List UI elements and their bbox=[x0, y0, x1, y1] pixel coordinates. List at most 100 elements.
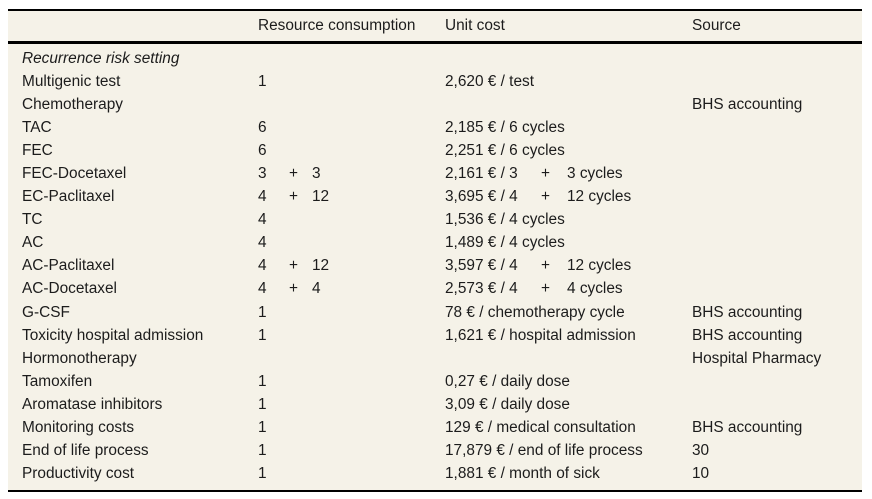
unit-cost-cell: 129 € / medical consultation bbox=[445, 419, 692, 437]
item-name: Monitoring costs bbox=[22, 419, 135, 437]
table-row: Multigenic test 1 2,620 € / test bbox=[8, 70, 862, 93]
unit-cost-cell: 17,879 € / end of life process bbox=[445, 442, 692, 460]
unit-cost-cell: 2,620 € / test bbox=[445, 73, 692, 91]
source-cell: BHS accounting bbox=[692, 95, 803, 113]
item-name: Chemotherapy bbox=[22, 95, 123, 113]
table-row: FEC 6 2,251 € / 6 cycles bbox=[8, 139, 862, 162]
unit-cost-value: 1,489 € / 4 cycles bbox=[445, 234, 565, 252]
item-name: TC bbox=[22, 211, 43, 229]
resource-value-2: 12 bbox=[312, 257, 330, 275]
unit-cost-cell: 3,597 € / 4 + 12 cycles bbox=[445, 257, 692, 275]
resource-plus-sign bbox=[289, 211, 312, 229]
table-row: AC-Paclitaxel 4 + 12 3,597 € / 4 + 12 cy… bbox=[8, 255, 862, 278]
resource-value-1: 4 bbox=[258, 188, 267, 206]
cost-resource-table: Resource consumption Unit cost Source Re… bbox=[8, 9, 862, 492]
unit-cost-value: 78 € / chemotherapy cycle bbox=[445, 303, 625, 321]
table-row: EC-Paclitaxel 4 + 12 3,695 € / 4 + 12 cy… bbox=[8, 186, 862, 209]
resource-consumption-cell: 4 + 12 bbox=[258, 257, 445, 275]
resource-plus-sign bbox=[289, 396, 312, 414]
resource-value-1: 1 bbox=[258, 419, 267, 437]
resource-value-1: 6 bbox=[258, 141, 267, 159]
table-header-row: Resource consumption Unit cost Source bbox=[8, 11, 862, 44]
item-name: AC-Docetaxel bbox=[22, 280, 117, 298]
resource-consumption-cell: 1 bbox=[258, 396, 445, 414]
unit-cost-cell: 1,881 € / month of sick bbox=[445, 465, 692, 483]
resource-consumption-cell: 4 + 4 bbox=[258, 280, 445, 298]
resource-value-1: 6 bbox=[258, 118, 267, 136]
resource-value-2 bbox=[312, 119, 445, 137]
header-unit-cost: Unit cost bbox=[445, 17, 505, 34]
table-row: Toxicity hospital admission 1 1,621 € / … bbox=[8, 324, 862, 347]
unit-cost-cell: 2,161 € / 3 + 3 cycles bbox=[445, 165, 692, 183]
resource-consumption-cell: 1 bbox=[258, 419, 445, 437]
source-cell: BHS accounting bbox=[692, 303, 803, 321]
item-name: Hormonotherapy bbox=[22, 349, 137, 367]
unit-cost-value: 3,09 € / daily dose bbox=[445, 395, 570, 413]
resource-plus-sign: + bbox=[289, 188, 298, 206]
resource-value-2 bbox=[312, 465, 445, 483]
resource-consumption-cell: 1 bbox=[258, 373, 445, 391]
header-source: Source bbox=[692, 17, 741, 34]
unit-cost-cell: 2,185 € / 6 cycles bbox=[445, 119, 692, 137]
header-resource-consumption: Resource consumption bbox=[258, 17, 416, 34]
unit-cost-value: 2,161 € / 3 bbox=[445, 165, 518, 183]
unit-cost-value: 17,879 € / end of life process bbox=[445, 442, 643, 460]
unit-cost-cell: 1,536 € / 4 cycles bbox=[445, 211, 692, 229]
table-row: G-CSF 1 78 € / chemotherapy cycle BHS ac… bbox=[8, 301, 862, 324]
resource-value-2 bbox=[312, 442, 445, 460]
unit-cost-cell: 2,573 € / 4 + 4 cycles bbox=[445, 280, 692, 298]
resource-value-2 bbox=[312, 73, 445, 91]
item-name: Recurrence risk setting bbox=[22, 49, 180, 67]
resource-value-1: 1 bbox=[258, 395, 267, 413]
resource-value-2: 4 bbox=[312, 280, 321, 298]
table-row: Recurrence risk setting bbox=[8, 47, 862, 70]
resource-value-2 bbox=[312, 304, 445, 322]
item-name: Productivity cost bbox=[22, 465, 135, 483]
item-name: AC-Paclitaxel bbox=[22, 257, 115, 275]
table-body: Recurrence risk setting Multigenic test … bbox=[8, 44, 862, 490]
resource-plus-sign bbox=[289, 119, 312, 137]
resource-plus-sign: + bbox=[289, 165, 298, 183]
resource-plus-sign: + bbox=[289, 280, 298, 298]
resource-consumption-cell: 4 + 12 bbox=[258, 188, 445, 206]
unit-cost-value: 129 € / medical consultation bbox=[445, 419, 636, 437]
unit-cost-plus-sign: + bbox=[541, 188, 550, 206]
unit-cost-value: 2,620 € / test bbox=[445, 72, 534, 90]
resource-value-1: 1 bbox=[258, 72, 267, 90]
source-cell: 30 bbox=[692, 442, 710, 460]
source-cell: BHS accounting bbox=[692, 326, 803, 344]
resource-plus-sign bbox=[289, 304, 312, 322]
resource-value-1: 3 bbox=[258, 165, 267, 183]
resource-plus-sign bbox=[289, 327, 312, 345]
resource-value-1: 4 bbox=[258, 211, 267, 229]
resource-consumption-cell: 4 bbox=[258, 234, 445, 252]
resource-value-1: 4 bbox=[258, 234, 267, 252]
resource-value-2 bbox=[312, 211, 445, 229]
resource-plus-sign bbox=[289, 465, 312, 483]
table-row: Aromatase inhibitors 1 3,09 € / daily do… bbox=[8, 393, 862, 416]
unit-cost-plus-sign: + bbox=[541, 280, 550, 298]
resource-value-2 bbox=[312, 419, 445, 437]
resource-value-2 bbox=[312, 327, 445, 345]
resource-value-2: 3 bbox=[312, 165, 321, 183]
unit-cost-extra: 3 cycles bbox=[567, 165, 623, 183]
resource-consumption-cell: 1 bbox=[258, 327, 445, 345]
table-row: AC 4 1,489 € / 4 cycles bbox=[8, 232, 862, 255]
resource-value-1: 1 bbox=[258, 442, 267, 460]
item-name: Multigenic test bbox=[22, 72, 121, 90]
resource-value-2: 12 bbox=[312, 188, 330, 206]
resource-consumption-cell: 6 bbox=[258, 142, 445, 160]
unit-cost-value: 0,27 € / daily dose bbox=[445, 372, 570, 390]
table-row: TAC 6 2,185 € / 6 cycles bbox=[8, 116, 862, 139]
resource-plus-sign bbox=[289, 373, 312, 391]
table-row: End of life process 1 17,879 € / end of … bbox=[8, 440, 862, 463]
unit-cost-value: 3,695 € / 4 bbox=[445, 188, 518, 206]
resource-plus-sign: + bbox=[289, 257, 298, 275]
resource-consumption-cell: 1 bbox=[258, 304, 445, 322]
unit-cost-cell: 1,489 € / 4 cycles bbox=[445, 234, 692, 252]
unit-cost-value: 2,573 € / 4 bbox=[445, 280, 518, 298]
resource-value-2 bbox=[312, 234, 445, 252]
resource-consumption-cell: 1 bbox=[258, 73, 445, 91]
resource-value-1: 1 bbox=[258, 372, 267, 390]
item-name: G-CSF bbox=[22, 303, 70, 321]
